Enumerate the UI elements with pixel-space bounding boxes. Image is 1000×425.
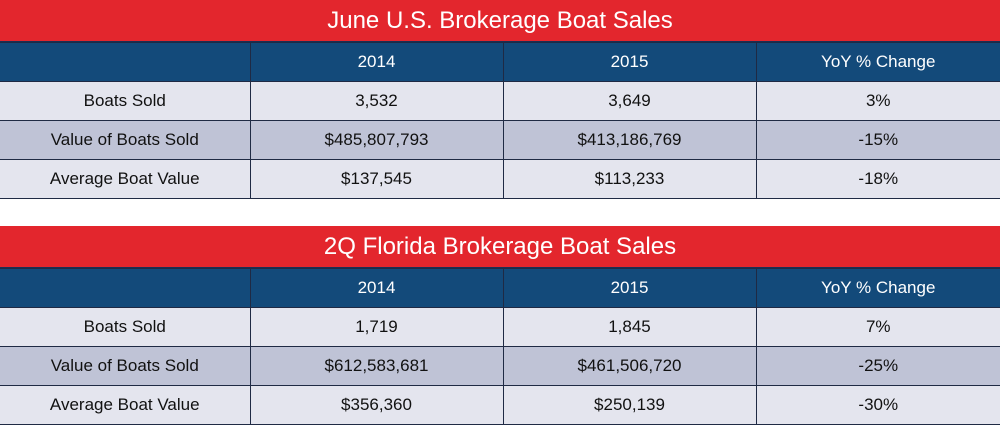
table-cell: 1,719 [249, 307, 504, 347]
column-header: YoY % Change [755, 268, 1000, 308]
table-cell: 7% [755, 307, 1000, 347]
row-label: Value of Boats Sold [0, 120, 251, 160]
table-row: Boats Sold 3,532 3,649 3% [0, 81, 1000, 121]
table-cell: 3,649 [502, 81, 757, 121]
column-header: 2015 [502, 268, 757, 308]
row-label: Boats Sold [0, 307, 251, 347]
table-cell: -25% [755, 346, 1000, 386]
table-row: Average Boat Value $356,360 $250,139 -30… [0, 385, 1000, 425]
column-header [0, 42, 251, 82]
column-header [0, 268, 251, 308]
column-header: YoY % Change [755, 42, 1000, 82]
table-row: Value of Boats Sold $612,583,681 $461,50… [0, 346, 1000, 386]
florida-sales-table-block: 2Q Florida Brokerage Boat Sales 2014 201… [0, 226, 1000, 425]
column-header: 2015 [502, 42, 757, 82]
table-cell: $250,139 [502, 385, 757, 425]
table-cell: $137,545 [249, 159, 504, 199]
column-header: 2014 [249, 42, 504, 82]
table-cell: $485,807,793 [249, 120, 504, 160]
table-cell: -18% [755, 159, 1000, 199]
us-sales-table: 2014 2015 YoY % Change Boats Sold 3,532 … [0, 42, 1000, 199]
table-cell: 3% [755, 81, 1000, 121]
row-label: Boats Sold [0, 81, 251, 121]
table-cell: $113,233 [502, 159, 757, 199]
florida-sales-table: 2014 2015 YoY % Change Boats Sold 1,719 … [0, 268, 1000, 425]
table-cell: 3,532 [249, 81, 504, 121]
header-row: 2014 2015 YoY % Change [0, 268, 1000, 308]
table-cell: $461,506,720 [502, 346, 757, 386]
table-cell: $612,583,681 [249, 346, 504, 386]
column-header: 2014 [249, 268, 504, 308]
table-cell: $356,360 [249, 385, 504, 425]
row-label: Value of Boats Sold [0, 346, 251, 386]
table-title: 2Q Florida Brokerage Boat Sales [0, 226, 1000, 268]
table-cell: $413,186,769 [502, 120, 757, 160]
row-label: Average Boat Value [0, 159, 251, 199]
table-row: Boats Sold 1,719 1,845 7% [0, 307, 1000, 347]
us-sales-table-block: June U.S. Brokerage Boat Sales 2014 2015… [0, 0, 1000, 199]
table-cell: 1,845 [502, 307, 757, 347]
row-label: Average Boat Value [0, 385, 251, 425]
table-cell: -15% [755, 120, 1000, 160]
table-row: Value of Boats Sold $485,807,793 $413,18… [0, 120, 1000, 160]
header-row: 2014 2015 YoY % Change [0, 42, 1000, 82]
table-row: Average Boat Value $137,545 $113,233 -18… [0, 159, 1000, 199]
table-title: June U.S. Brokerage Boat Sales [0, 0, 1000, 42]
table-cell: -30% [755, 385, 1000, 425]
